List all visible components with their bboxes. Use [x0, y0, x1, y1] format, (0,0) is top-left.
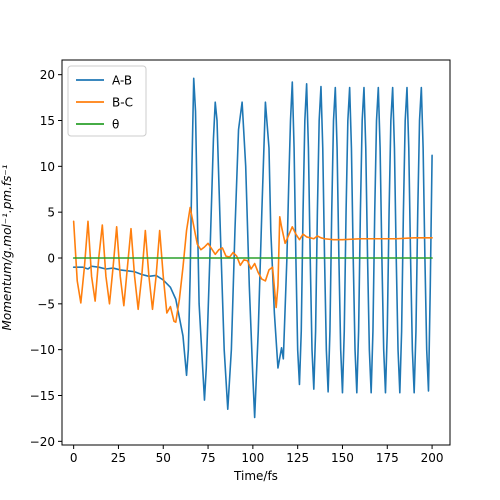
y-tick-label: 5 [47, 206, 55, 220]
x-tick-label: 0 [70, 451, 78, 465]
x-tick-label: 125 [286, 451, 309, 465]
x-tick-label: 150 [331, 451, 354, 465]
y-tick-label: −5 [37, 297, 55, 311]
legend-label-2: θ [112, 118, 119, 132]
legend-box [67, 65, 147, 137]
x-tick-label: 175 [376, 451, 399, 465]
legend-label-0: A-B [112, 74, 132, 88]
series-line-0 [72, 77, 433, 419]
legend: A-B B-C θ [67, 65, 147, 137]
x-axis: 0 25 50 75 100 125 150 175 200 [70, 445, 444, 465]
y-tick-label: 15 [40, 114, 55, 128]
x-tick-label: 25 [111, 451, 126, 465]
legend-label-1: B-C [112, 96, 133, 110]
x-tick-label: 100 [241, 451, 264, 465]
axes-frame [61, 59, 451, 446]
x-tick-label: 75 [200, 451, 215, 465]
y-axis-label: Momentum/g.mol⁻¹.pm.fs⁻¹ [0, 164, 14, 330]
x-tick-label: 50 [156, 451, 171, 465]
x-axis-label: Time/fs [233, 469, 278, 483]
series-group [72, 77, 433, 419]
y-axis: −20 −15 −10 −5 0 5 10 15 20 [30, 68, 62, 449]
y-tick-label: 10 [40, 160, 55, 174]
y-tick-label: −10 [30, 343, 55, 357]
y-tick-label: −15 [30, 389, 55, 403]
y-tick-label: −20 [30, 435, 55, 449]
y-tick-label: 20 [40, 68, 55, 82]
x-tick-label: 200 [421, 451, 444, 465]
series-line-1 [72, 206, 433, 323]
y-tick-label: 0 [47, 252, 55, 266]
